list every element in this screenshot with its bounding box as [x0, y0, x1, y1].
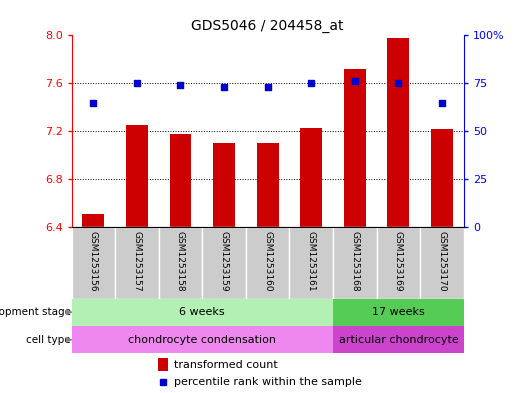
Text: GSM1253169: GSM1253169 — [394, 231, 403, 292]
Text: GSM1253158: GSM1253158 — [176, 231, 185, 292]
Bar — [289, 227, 333, 299]
Point — [394, 80, 403, 86]
Text: cell type: cell type — [26, 335, 70, 345]
Text: chondrocyte condensation: chondrocyte condensation — [128, 335, 276, 345]
Bar — [158, 227, 202, 299]
Text: transformed count: transformed count — [173, 360, 277, 370]
Bar — [333, 299, 464, 326]
Text: GSM1253170: GSM1253170 — [437, 231, 446, 292]
Point — [176, 82, 185, 88]
Text: GSM1253168: GSM1253168 — [350, 231, 359, 292]
Bar — [213, 143, 235, 227]
Bar — [72, 326, 333, 353]
Text: 17 weeks: 17 weeks — [372, 307, 425, 317]
Text: GSM1253160: GSM1253160 — [263, 231, 272, 292]
Bar — [431, 129, 453, 227]
Text: GSM1253156: GSM1253156 — [89, 231, 98, 292]
Text: development stage: development stage — [0, 307, 70, 317]
Bar — [344, 69, 366, 227]
Point — [263, 84, 272, 90]
Bar — [115, 227, 158, 299]
Bar — [72, 227, 115, 299]
Bar — [387, 38, 409, 227]
Bar — [170, 134, 191, 227]
Bar — [257, 143, 279, 227]
Bar — [158, 358, 167, 371]
Title: GDS5046 / 204458_at: GDS5046 / 204458_at — [191, 19, 344, 33]
Text: GSM1253159: GSM1253159 — [219, 231, 228, 292]
Text: articular chondrocyte: articular chondrocyte — [339, 335, 458, 345]
Bar — [83, 214, 104, 227]
Text: 6 weeks: 6 weeks — [180, 307, 225, 317]
Bar — [202, 227, 246, 299]
Bar — [126, 125, 148, 227]
Bar — [301, 128, 322, 227]
Point — [307, 80, 315, 86]
Bar — [246, 227, 289, 299]
Bar — [420, 227, 464, 299]
Point — [89, 99, 98, 106]
Point — [438, 99, 446, 106]
Bar — [72, 299, 333, 326]
Text: percentile rank within the sample: percentile rank within the sample — [173, 377, 361, 387]
Bar — [333, 326, 464, 353]
Point — [350, 78, 359, 84]
Text: GSM1253161: GSM1253161 — [307, 231, 316, 292]
Point — [220, 84, 228, 90]
Text: GSM1253157: GSM1253157 — [132, 231, 142, 292]
Point — [132, 80, 141, 86]
Bar — [333, 227, 377, 299]
Bar — [377, 227, 420, 299]
